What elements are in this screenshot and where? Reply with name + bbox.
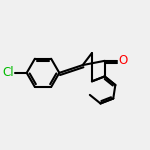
Text: O: O [118, 54, 127, 67]
Text: Cl: Cl [2, 66, 14, 79]
